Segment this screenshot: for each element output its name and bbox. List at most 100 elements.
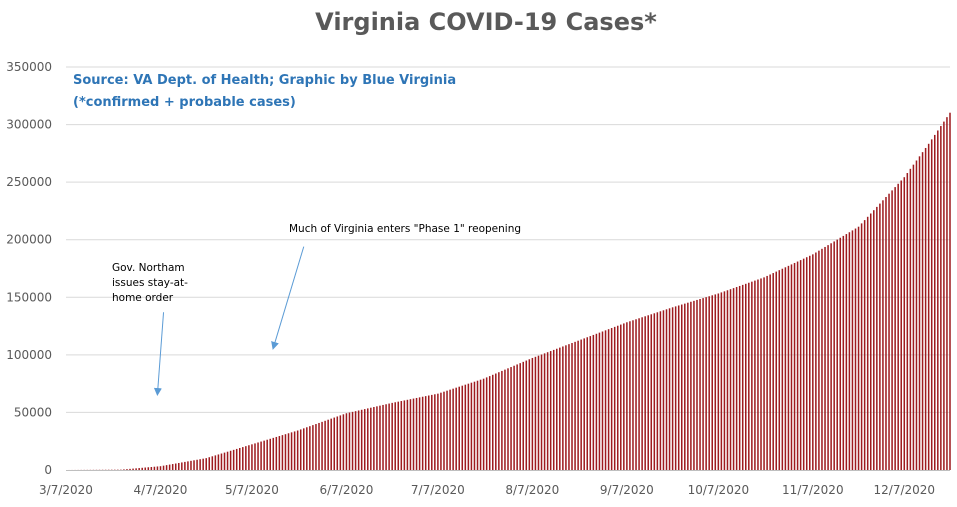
bar xyxy=(930,139,933,470)
bar xyxy=(918,156,921,470)
y-axis-ticks: 0 50000 100000 150000 200000 250000 300000 3500… xyxy=(6,60,52,477)
bar xyxy=(138,468,140,470)
bar xyxy=(562,346,564,470)
bar xyxy=(537,355,540,470)
bar xyxy=(217,454,220,470)
bar xyxy=(199,459,201,470)
bar xyxy=(656,312,659,470)
bar xyxy=(662,310,665,470)
bar xyxy=(732,288,735,470)
bar xyxy=(501,370,503,470)
bar xyxy=(696,299,698,470)
bar xyxy=(589,336,592,470)
bar xyxy=(266,439,268,470)
bar xyxy=(821,248,823,470)
bar xyxy=(812,254,814,470)
bar xyxy=(150,466,153,470)
bar xyxy=(583,338,585,470)
bar xyxy=(504,369,506,470)
bar xyxy=(443,391,445,470)
bar xyxy=(363,409,366,470)
bar xyxy=(473,381,476,470)
bar xyxy=(379,405,381,470)
bar xyxy=(894,187,896,470)
x-tick-label: 3/7/2020 xyxy=(39,483,93,497)
bar xyxy=(263,440,265,470)
bar xyxy=(574,341,576,470)
bar xyxy=(613,326,616,470)
y-tick-label: 300000 xyxy=(6,118,52,132)
bar xyxy=(476,380,479,470)
annotation-text: Gov. Northam xyxy=(112,262,185,274)
bar xyxy=(406,399,409,470)
bar xyxy=(720,292,723,470)
bar xyxy=(592,334,595,470)
x-tick-label: 12/7/2020 xyxy=(874,483,936,497)
bar xyxy=(278,436,281,470)
bar xyxy=(208,457,211,470)
bar xyxy=(839,237,842,470)
bar xyxy=(705,297,707,470)
bar xyxy=(205,458,207,470)
bar xyxy=(626,322,628,470)
bar xyxy=(370,407,372,470)
bar xyxy=(178,462,180,470)
bar xyxy=(394,402,396,470)
bar xyxy=(498,372,500,470)
bar xyxy=(790,264,793,470)
bar xyxy=(845,234,848,470)
bar xyxy=(193,460,195,470)
x-tick-label: 7/7/2020 xyxy=(411,483,465,497)
bar xyxy=(491,374,494,470)
bar xyxy=(604,330,607,470)
bar xyxy=(421,396,424,470)
bar xyxy=(312,425,314,470)
bar xyxy=(559,347,561,470)
bar xyxy=(815,252,817,470)
bar xyxy=(424,396,427,470)
bar xyxy=(738,285,741,470)
bar xyxy=(211,456,214,470)
y-tick-label: 150000 xyxy=(6,290,52,304)
bar xyxy=(242,447,244,470)
bar xyxy=(684,303,686,470)
bar xyxy=(897,183,899,470)
x-tick-label: 4/7/2020 xyxy=(134,483,188,497)
bar xyxy=(284,434,287,470)
bar xyxy=(546,352,549,470)
bar xyxy=(184,461,186,470)
bar xyxy=(784,267,787,470)
gridlines xyxy=(66,66,950,413)
bar xyxy=(412,398,415,470)
y-tick-label: 100000 xyxy=(6,348,52,362)
bar xyxy=(318,422,320,470)
bar xyxy=(571,342,573,470)
bar xyxy=(165,465,168,470)
bar xyxy=(741,284,744,470)
bar xyxy=(403,400,406,470)
bar xyxy=(196,459,198,470)
x-tick-label: 8/7/2020 xyxy=(505,483,559,497)
annotation-stay-at-home: Gov. Northam issues stay-at-home order xyxy=(112,262,188,397)
bar xyxy=(915,160,918,470)
bar xyxy=(671,307,674,470)
bar xyxy=(766,275,768,470)
bar xyxy=(781,268,784,470)
bar xyxy=(763,277,765,470)
bar xyxy=(153,466,156,470)
bar xyxy=(802,258,805,470)
bar xyxy=(769,274,771,470)
bar xyxy=(659,311,662,470)
bar xyxy=(799,260,802,470)
bar xyxy=(543,353,546,470)
bar xyxy=(629,321,631,470)
bar xyxy=(388,403,390,470)
bar xyxy=(717,293,720,470)
bar xyxy=(452,388,454,470)
bar xyxy=(367,408,369,470)
bar xyxy=(531,357,534,470)
bar xyxy=(120,469,122,471)
bar xyxy=(805,257,808,470)
bar xyxy=(830,243,832,470)
